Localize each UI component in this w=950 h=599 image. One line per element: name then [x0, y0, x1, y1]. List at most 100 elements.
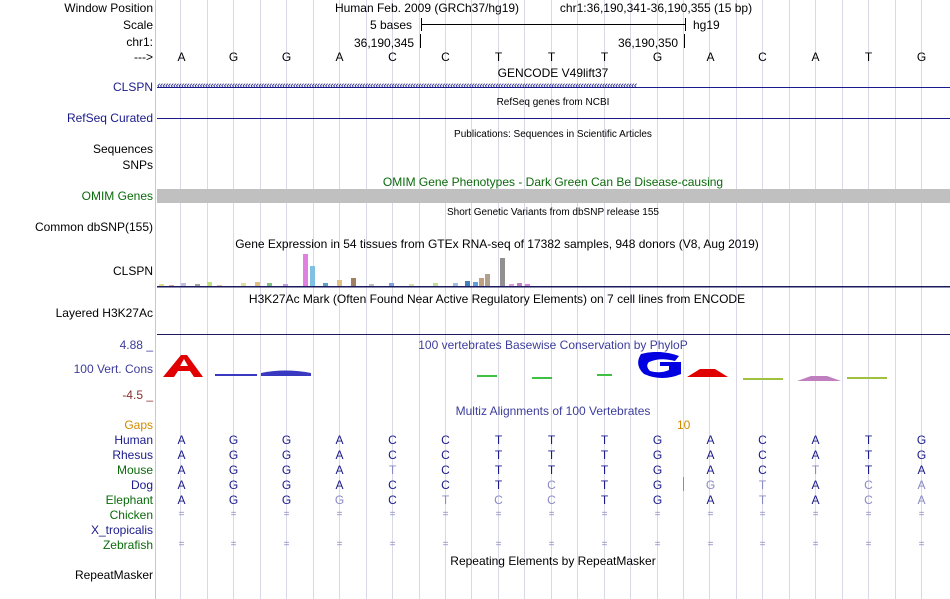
gridline	[392, 0, 393, 599]
label-h3k27ac[interactable]: Layered H3K27Ac	[55, 306, 153, 320]
alignment-base: A	[177, 433, 186, 447]
base-letter: A	[811, 50, 820, 64]
alignment-base: A	[917, 463, 926, 477]
alignment-base: =	[654, 509, 661, 520]
alignment-base: T	[388, 463, 397, 477]
alignment-base: =	[865, 509, 872, 520]
alignment-base: C	[494, 493, 503, 507]
alignment-base: A	[706, 493, 715, 507]
scale-bar-right-tick	[685, 18, 686, 31]
gridline	[207, 0, 208, 599]
label-repeatmasker[interactable]: RepeatMasker	[74, 568, 153, 582]
alignment-base: C	[441, 448, 450, 462]
multiz-track-title: Multiz Alignments of 100 Vertebrates	[455, 404, 651, 418]
label-gtex-clspn[interactable]: CLSPN	[112, 264, 153, 278]
alignment-base: A	[177, 448, 186, 462]
label-separator	[155, 0, 156, 599]
alignment-base: C	[758, 448, 767, 462]
alignment-base: T	[864, 433, 873, 447]
label-species-zebrafish[interactable]: Zebrafish	[102, 538, 153, 552]
label-100-vert-cons[interactable]: 100 Vert. Cons	[73, 362, 153, 376]
label-species-human[interactable]: Human	[114, 433, 153, 447]
label-window-position: Window Position	[64, 1, 153, 15]
gridline	[445, 0, 446, 599]
gtex-track-title: Gene Expression in 54 tissues from GTEx …	[235, 237, 759, 251]
alignment-base: G	[652, 493, 663, 507]
gridline	[895, 0, 896, 599]
position-right-tick	[684, 34, 685, 48]
gtex-bar-graph[interactable]	[157, 250, 950, 290]
gtex-tissue-bar	[303, 254, 308, 286]
label-clspn-gencode[interactable]: CLSPN	[112, 80, 153, 94]
scale-bar	[421, 24, 686, 25]
base-letter: A	[335, 50, 344, 64]
alignment-base: G	[652, 478, 663, 492]
alignment-base: G	[916, 448, 927, 462]
gridline	[709, 0, 710, 599]
label-species-rhesus[interactable]: Rhesus	[112, 448, 153, 462]
omim-feature-bar[interactable]	[157, 189, 950, 203]
gencode-gene-line[interactable]	[157, 87, 950, 88]
alignment-base: =	[336, 509, 343, 520]
label-species-mouse[interactable]: Mouse	[116, 463, 153, 477]
alignment-base: T	[758, 478, 767, 492]
alignment-base: T	[600, 493, 609, 507]
label-species-dog[interactable]: Dog	[130, 478, 153, 492]
alignment-base: T	[864, 463, 873, 477]
gridline	[524, 0, 525, 599]
gridline	[815, 0, 816, 599]
scale-bar-left-tick	[421, 18, 422, 31]
alignment-base: =	[336, 539, 343, 550]
alignment-base: G	[334, 493, 345, 507]
omim-track-title: OMIM Gene Phenotypes - Dark Green Can Be…	[382, 175, 724, 189]
alignment-base: A	[177, 493, 186, 507]
alignment-base: =	[389, 509, 396, 520]
label-omim-genes[interactable]: OMIM Genes	[81, 189, 153, 203]
alignment-base: T	[600, 463, 609, 477]
alignment-base: C	[388, 493, 397, 507]
alignment-base: C	[441, 433, 450, 447]
label-species-chicken[interactable]: Chicken	[109, 508, 153, 522]
alignment-base: A	[335, 433, 344, 447]
alignment-base: C	[388, 478, 397, 492]
gridline	[233, 0, 234, 599]
label-dbsnp[interactable]: Common dbSNP(155)	[34, 220, 153, 234]
alignment-base: C	[758, 433, 767, 447]
label-gaps: Gaps	[124, 418, 153, 432]
gtex-tissue-bar	[267, 283, 272, 286]
gencode-track-title: GENCODE V49lift37	[497, 66, 609, 80]
gridline	[789, 0, 790, 599]
label-refseq-curated[interactable]: RefSeq Curated	[66, 111, 153, 125]
label-snps[interactable]: SNPs	[122, 158, 153, 172]
dbsnp-track-title: Short Genetic Variants from dbSNP releas…	[447, 207, 659, 218]
refseq-gene-line[interactable]	[157, 118, 950, 119]
alignment-base: G	[652, 463, 663, 477]
gtex-tissue-bar	[525, 284, 530, 286]
alignment-base: G	[228, 433, 239, 447]
label-species-x-tropicalis[interactable]: X_tropicalis	[90, 523, 153, 537]
alignment-base: =	[759, 539, 766, 550]
gtex-tissue-bar	[465, 281, 470, 286]
gtex-tissue-bar	[241, 283, 246, 286]
alignment-base: G	[916, 433, 927, 447]
phylop-small-mark	[597, 374, 612, 376]
phylop-logo-g-10	[638, 352, 681, 378]
dog-insertion-mark	[683, 477, 684, 491]
label-sequences[interactable]: Sequences	[92, 142, 153, 156]
gridline	[604, 0, 605, 599]
alignment-base: =	[918, 509, 925, 520]
label-species-elephant[interactable]: Elephant	[105, 493, 153, 507]
alignment-base: G	[281, 448, 292, 462]
track-image-area[interactable]: Human Feb. 2009 (GRCh37/hg19) chr1:36,19…	[157, 0, 950, 599]
alignment-base: =	[865, 539, 872, 550]
alignment-base: A	[335, 448, 344, 462]
alignment-base: =	[654, 539, 661, 550]
gridline	[868, 0, 869, 599]
phylop-logo-graph[interactable]	[157, 352, 950, 392]
alignment-base: G	[652, 448, 663, 462]
base-letter: C	[388, 50, 397, 64]
gtex-tissue-bar	[517, 283, 522, 286]
alignment-base: =	[230, 539, 237, 550]
gtex-tissue-bar	[509, 284, 514, 286]
window-position-text: chr1:36,190,341-36,190,355 (15 bp)	[559, 1, 753, 15]
